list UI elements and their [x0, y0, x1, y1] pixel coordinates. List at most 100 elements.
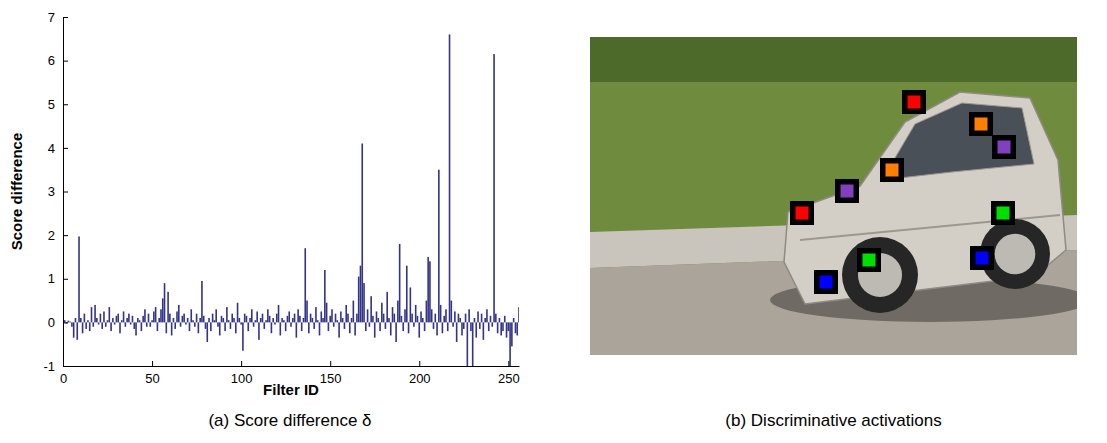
- bar: [180, 322, 182, 326]
- y-tick-mark: [63, 61, 68, 62]
- bar: [167, 292, 169, 323]
- bar: [119, 322, 121, 333]
- bar: [434, 314, 436, 323]
- bar: [315, 307, 317, 322]
- bar: [335, 314, 337, 323]
- bar: [515, 322, 517, 333]
- bar: [246, 316, 248, 323]
- x-tick-label: 150: [320, 371, 342, 386]
- bar: [253, 322, 255, 326]
- activation-frame: [790, 201, 814, 225]
- activation-marker: [841, 185, 854, 198]
- x-tick: 150: [320, 361, 342, 386]
- bar: [280, 322, 282, 335]
- bar: [231, 314, 233, 323]
- bar: [381, 303, 383, 323]
- bar: [206, 322, 208, 342]
- bar: [372, 316, 374, 323]
- bar: [101, 322, 103, 329]
- bar: [367, 309, 369, 322]
- bar: [369, 322, 371, 326]
- x-axis-title: Filter ID: [263, 381, 319, 398]
- bar: [258, 322, 260, 339]
- bar: [198, 322, 200, 333]
- bar: [169, 314, 171, 323]
- bar: [239, 318, 241, 322]
- x-tick-label: 50: [145, 371, 159, 386]
- bar: [442, 322, 444, 333]
- bar: [301, 322, 303, 331]
- bar: [146, 322, 148, 326]
- activation-markers: [790, 90, 1016, 294]
- bar: [390, 322, 392, 335]
- bar: [285, 322, 287, 331]
- panel-b: (b) Discriminative activations: [590, 37, 1090, 430]
- bar: [438, 170, 440, 323]
- y-tick: 0: [48, 315, 68, 330]
- activation-marker: [863, 254, 876, 267]
- bar: [281, 318, 283, 322]
- bar: [356, 314, 358, 323]
- bar: [176, 311, 178, 322]
- bar: [265, 320, 267, 322]
- y-tick: 7: [48, 10, 68, 25]
- bar: [141, 322, 143, 331]
- bar: [452, 322, 454, 326]
- bar: [379, 322, 381, 331]
- bar: [415, 305, 417, 322]
- bar: [319, 322, 321, 335]
- bar: [230, 322, 232, 329]
- bar: [513, 318, 515, 322]
- bar: [399, 244, 401, 323]
- bar: [173, 318, 175, 322]
- x-tick-mark: [419, 361, 420, 366]
- activation-frame: [992, 135, 1016, 159]
- bar: [255, 320, 257, 322]
- bar: [296, 322, 298, 337]
- bar: [110, 322, 112, 331]
- y-tick-label: 1: [48, 271, 55, 286]
- bar: [158, 318, 160, 322]
- bar: [276, 314, 278, 323]
- bar: [467, 322, 469, 366]
- bar: [80, 318, 82, 322]
- bar: [109, 307, 111, 322]
- bar: [304, 248, 306, 322]
- bar: [306, 301, 308, 323]
- x-tick-mark: [508, 361, 509, 366]
- wheel: [842, 237, 918, 313]
- bar: [376, 311, 378, 322]
- bar: [499, 318, 501, 322]
- bar: [338, 322, 340, 337]
- bar: [132, 316, 134, 323]
- bar: [262, 314, 264, 323]
- bar: [360, 266, 362, 323]
- bar: [226, 307, 228, 322]
- bar: [329, 316, 331, 323]
- bar: [456, 322, 458, 342]
- bar: [162, 298, 164, 322]
- bar: [190, 309, 192, 322]
- bar: [410, 287, 412, 322]
- bar: [185, 322, 187, 324]
- bar: [235, 322, 237, 333]
- bar: [271, 322, 273, 333]
- bar: [292, 318, 294, 322]
- bar: [199, 318, 201, 322]
- bar: [497, 322, 499, 333]
- bar: [148, 314, 150, 323]
- bar: [269, 316, 271, 323]
- bar: [283, 320, 285, 322]
- activation-marker: [796, 207, 809, 220]
- bar: [509, 322, 511, 366]
- bar: [107, 320, 109, 322]
- bar: [274, 322, 276, 324]
- car-window: [882, 103, 1034, 180]
- activation-marker: [997, 207, 1010, 220]
- bar: [203, 316, 205, 323]
- bar: [121, 320, 123, 322]
- figure: 050100150200250-101234567Filter IDScore …: [0, 0, 1107, 443]
- car-body: [784, 92, 1066, 304]
- bar: [395, 322, 397, 342]
- bar: [263, 322, 265, 329]
